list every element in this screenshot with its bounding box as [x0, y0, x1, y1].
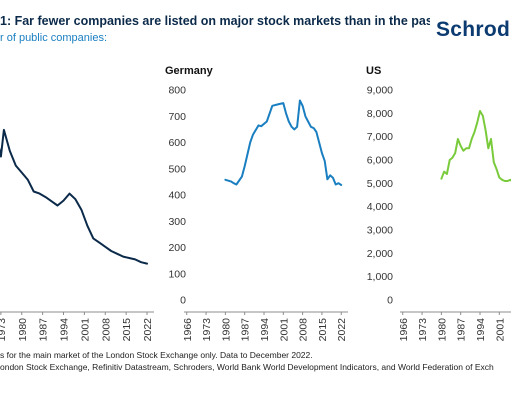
germany-y-tick-label: 400: [168, 190, 186, 202]
uk-x-tick-label: 1980: [17, 318, 29, 342]
uk-x-tick-label: 2015: [121, 318, 133, 342]
uk-x-tick-label: 1973: [0, 318, 8, 342]
us-y-tick-label: 5,000: [367, 178, 393, 190]
germany-x-tick-label: 2015: [317, 318, 329, 342]
germany-x-tick-label: 2022: [336, 318, 348, 342]
us-y-tick-label: 2,000: [367, 248, 393, 260]
germany-x-tick-label: 1973: [201, 318, 213, 342]
chart-subtitle: r of public companies:: [0, 32, 107, 44]
uk-x-tick-label: 2008: [100, 318, 112, 342]
uk-x-tick-label: 1994: [59, 318, 71, 342]
us-y-tick-label: 8,000: [367, 108, 393, 120]
germany-y-tick-label: 600: [168, 137, 186, 149]
us-y-tick-label: 6,000: [367, 155, 393, 167]
us-y-tick-label: 0: [387, 295, 393, 307]
us-y-tick-label: 4,000: [367, 201, 393, 213]
germany-y-tick-label: 800: [168, 85, 186, 97]
germany-y-tick-label: 100: [168, 268, 186, 280]
germany-panel-title: Germany: [165, 65, 213, 77]
germany-x-tick-label: 2001: [278, 318, 290, 342]
germany-x-tick-label: 1987: [240, 318, 252, 342]
brand-logo: Schrod: [436, 18, 511, 41]
germany-series-line: [224, 99, 343, 186]
uk-series-line: [0, 128, 148, 265]
us-y-tick-label: 3,000: [367, 225, 393, 237]
footnote-source: ondon Stock Exchange, Refinitiv Datastre…: [0, 362, 494, 372]
germany-x-tick-label: 1980: [220, 318, 232, 342]
us-panel-title: US: [366, 65, 382, 77]
germany-y-tick-label: 200: [168, 242, 186, 254]
germany-x-tick-label: 1966: [182, 318, 194, 342]
germany-y-tick-label: 0: [180, 295, 186, 307]
us-y-tick-label: 7,000: [367, 131, 393, 143]
us-y-tick-label: 1,000: [367, 271, 393, 283]
footnote-note: s for the main market of the London Stoc…: [0, 350, 313, 360]
uk-x-tick-label: 2001: [79, 318, 91, 342]
us-series-line: [440, 110, 511, 182]
us-x-tick-label: 1987: [456, 318, 468, 342]
us-x-tick-label: 1966: [398, 318, 410, 342]
germany-y-tick-label: 500: [168, 163, 186, 175]
germany-x-tick-label: 1994: [259, 318, 271, 342]
us-x-tick-label: 2001: [494, 318, 506, 342]
us-x-tick-label: 1980: [436, 318, 448, 342]
us-x-tick-label: 1994: [475, 318, 487, 342]
germany-x-tick-label: 2008: [298, 318, 310, 342]
uk-x-tick-label: 1987: [38, 318, 50, 342]
chart-title: 1: Far fewer companies are listed on maj…: [0, 14, 430, 28]
uk-x-tick-label: 2022: [142, 318, 154, 342]
germany-y-tick-label: 700: [168, 111, 186, 123]
us-y-tick-label: 9,000: [367, 85, 393, 97]
us-x-tick-label: 1973: [417, 318, 429, 342]
germany-y-tick-label: 300: [168, 216, 186, 228]
